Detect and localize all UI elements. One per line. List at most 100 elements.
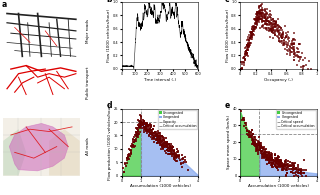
Point [259, 145, 264, 149]
Point [283, 47, 288, 50]
Point [140, 127, 145, 130]
Point [284, 167, 289, 170]
Point [266, 16, 271, 20]
Point [271, 28, 276, 31]
Point [146, 134, 151, 137]
Point [268, 28, 273, 31]
Point [260, 23, 266, 26]
Point [275, 35, 280, 38]
Point [288, 164, 293, 167]
Point [247, 41, 252, 44]
Point [250, 32, 255, 35]
Point [276, 156, 281, 159]
Point [297, 169, 302, 172]
Y-axis label: Flow production (1000 vehicles/hour): Flow production (1000 vehicles/hour) [108, 104, 112, 180]
Point [249, 135, 254, 138]
Point [288, 171, 293, 174]
Point [140, 119, 145, 122]
Point [290, 162, 295, 165]
Point [244, 44, 250, 47]
Point [276, 33, 282, 36]
Point [261, 156, 267, 159]
Point [270, 29, 275, 32]
Point [268, 22, 273, 25]
Point [241, 55, 246, 58]
Point [135, 134, 140, 137]
Point [253, 21, 259, 25]
Point [249, 34, 254, 37]
Legend: Uncongested, Congested, Capacity, Critical accumulation: Uncongested, Congested, Capacity, Critic… [158, 110, 197, 129]
Point [276, 154, 281, 158]
Point [167, 147, 172, 150]
Point [250, 25, 255, 28]
Point [246, 134, 251, 137]
Point [246, 130, 251, 134]
Point [182, 155, 188, 158]
Point [244, 132, 249, 136]
Point [292, 164, 297, 168]
Point [290, 37, 295, 40]
Point [255, 20, 260, 24]
Point [155, 137, 160, 140]
Point [302, 172, 307, 175]
Point [250, 27, 255, 30]
Point [158, 147, 163, 150]
Point [134, 139, 139, 143]
Point [252, 23, 258, 26]
Point [298, 172, 303, 175]
Point [277, 28, 282, 31]
Point [274, 160, 279, 163]
Point [273, 24, 278, 27]
Point [269, 28, 274, 32]
Point [278, 162, 283, 165]
Point [255, 145, 260, 148]
Point [275, 162, 280, 166]
Point [154, 137, 159, 141]
Point [266, 157, 271, 160]
Point [268, 27, 273, 30]
Point [260, 24, 265, 27]
Point [263, 152, 268, 155]
Point [145, 124, 150, 128]
Point [155, 136, 160, 139]
Point [292, 52, 297, 55]
Point [162, 142, 167, 145]
Point [149, 125, 154, 128]
Point [262, 152, 267, 155]
Point [265, 153, 270, 157]
Point [153, 131, 158, 134]
Point [269, 164, 275, 167]
Point [281, 163, 286, 166]
Point [247, 41, 252, 44]
Point [136, 132, 141, 135]
Point [270, 27, 275, 30]
Point [139, 124, 144, 127]
Point [135, 133, 140, 136]
Point [294, 63, 300, 66]
Point [270, 21, 276, 24]
Point [276, 32, 282, 35]
Point [254, 144, 260, 147]
Point [257, 148, 262, 151]
Point [126, 154, 132, 157]
Point [274, 161, 279, 164]
Point [272, 159, 277, 162]
Point [254, 21, 259, 24]
Point [290, 46, 295, 49]
Point [169, 143, 174, 146]
Point [148, 127, 153, 130]
Point [262, 9, 267, 12]
Point [162, 139, 167, 142]
Point [134, 128, 140, 131]
Point [145, 123, 150, 126]
Point [168, 146, 173, 149]
Point [161, 145, 166, 148]
Point [144, 130, 149, 133]
Point [287, 51, 292, 55]
Point [298, 171, 303, 175]
Point [241, 118, 246, 121]
Point [295, 165, 300, 168]
Point [246, 48, 251, 51]
Point [145, 128, 150, 131]
Point [280, 164, 285, 168]
